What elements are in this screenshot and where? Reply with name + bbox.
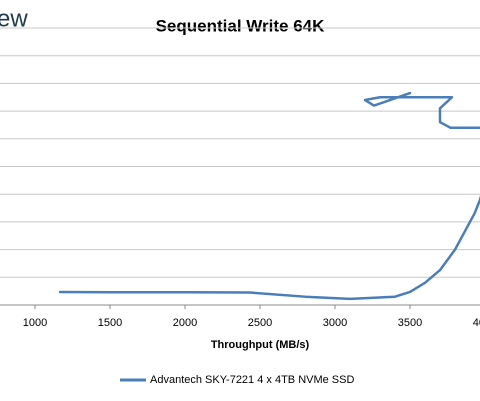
legend-label: Advantech SKY-7221 4 x 4TB NVMe SSD <box>150 374 354 386</box>
series-line <box>58 91 480 301</box>
x-tick-label: 2000 <box>173 317 197 329</box>
x-tick-label: 3500 <box>398 317 422 329</box>
x-tick-label: 1000 <box>23 317 47 329</box>
x-tick-label: 2500 <box>248 317 272 329</box>
chart-title: Sequential Write 64K <box>156 16 326 35</box>
x-tick-label: 3000 <box>323 317 347 329</box>
x-tick-label: 4000 <box>473 317 480 329</box>
x-axis-label: Throughput (MB/s) <box>211 339 310 351</box>
x-tick-label: 1500 <box>98 317 122 329</box>
